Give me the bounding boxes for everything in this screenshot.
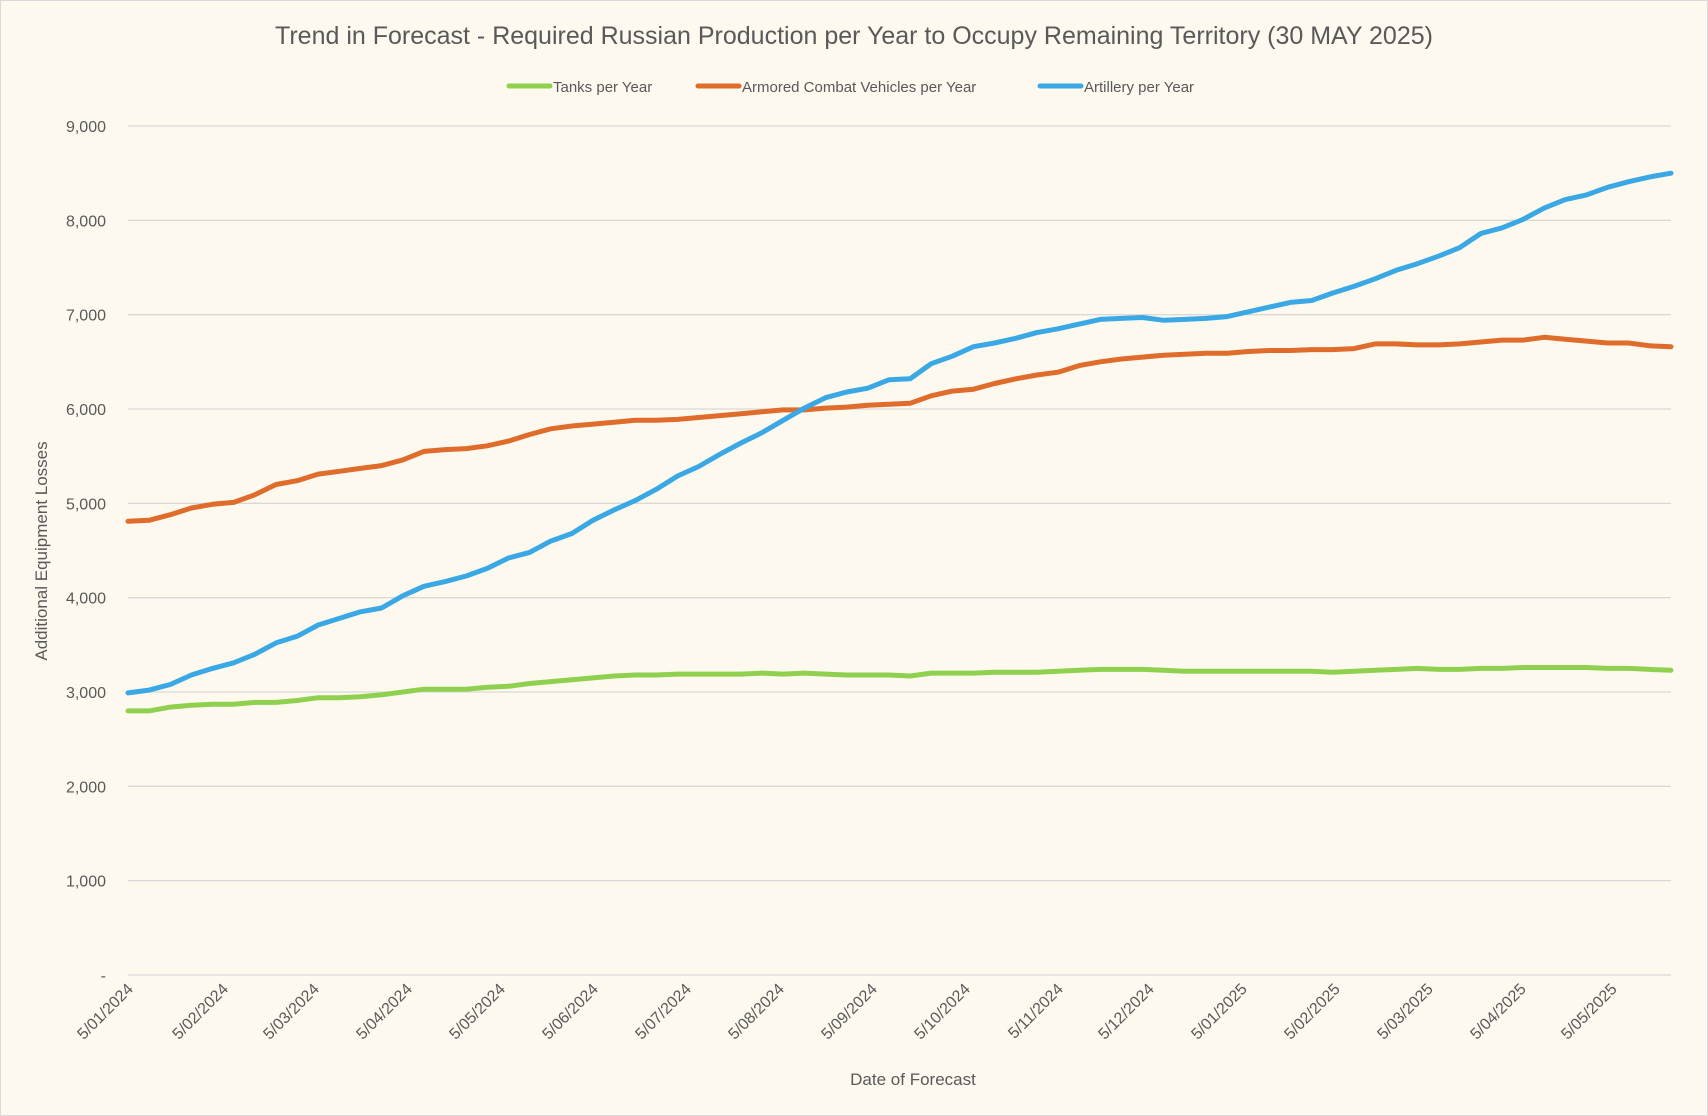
legend-label-tanks-per-year: Tanks per Year	[553, 79, 652, 96]
x-tick-label: 5/12/2024	[1095, 981, 1157, 1043]
y-tick-label: 3,000	[66, 685, 106, 702]
y-tick-label: -	[101, 968, 106, 985]
x-tick-label: 5/04/2024	[353, 981, 415, 1043]
x-tick-label: 5/02/2024	[170, 981, 232, 1043]
x-tick-label: 5/09/2024	[818, 981, 880, 1043]
gridlines	[128, 125, 1671, 976]
x-tick-label: 5/06/2024	[539, 981, 601, 1043]
x-tick-label: 5/08/2024	[725, 981, 787, 1043]
series-lines	[125, 170, 1674, 714]
x-tick-label: 5/02/2025	[1281, 981, 1343, 1043]
x-tick-label: 5/04/2025	[1467, 981, 1529, 1043]
x-tick-label: 5/03/2024	[260, 981, 322, 1043]
y-tick-label: 4,000	[66, 591, 106, 608]
y-tick-label: 9,000	[66, 119, 106, 136]
legend-label-artillery-per-year: Artillery per Year	[1084, 79, 1194, 96]
y-tick-label: 7,000	[66, 308, 106, 325]
y-tick-label: 2,000	[66, 779, 106, 796]
y-tick-label: 5,000	[66, 496, 106, 513]
x-axis-title: Date of Forecast	[850, 1070, 976, 1089]
chart-title: Trend in Forecast - Required Russian Pro…	[275, 22, 1433, 50]
x-tick-label: 5/05/2025	[1558, 981, 1620, 1043]
series-line-tanks-per-year	[125, 665, 1674, 714]
x-axis-ticks: 5/01/2024 5/02/2024 5/03/2024 5/04/2024 5/05…	[74, 981, 1620, 1043]
y-tick-label: 8,000	[66, 213, 106, 230]
x-tick-label: 5/05/2024	[446, 981, 508, 1043]
x-tick-label: 5/10/2024	[911, 981, 973, 1043]
y-axis-ticks: - 1,000 2,000 3,000 4,000 5,000 6,000 7,000 8,00…	[66, 119, 106, 985]
y-axis-title: Additional Equipment Losses	[32, 441, 51, 660]
x-tick-label: 5/01/2025	[1188, 981, 1250, 1043]
x-tick-label: 5/07/2024	[632, 981, 694, 1043]
x-tick-label: 5/11/2024	[1005, 981, 1067, 1043]
x-tick-label: 5/01/2024	[74, 981, 136, 1043]
series-line-armored-combat-vehicles-per-year	[125, 334, 1674, 524]
y-tick-label: 1,000	[66, 874, 106, 891]
series-line-artillery-per-year	[125, 170, 1674, 696]
x-tick-label: 5/03/2025	[1374, 981, 1436, 1043]
legend: Tanks per Year Armored Combat Vehicles pe…	[506, 79, 1194, 96]
y-tick-label: 6,000	[66, 402, 106, 419]
legend-label-armored-combat-vehicles-per-year: Armored Combat Vehicles per Year	[742, 79, 976, 96]
